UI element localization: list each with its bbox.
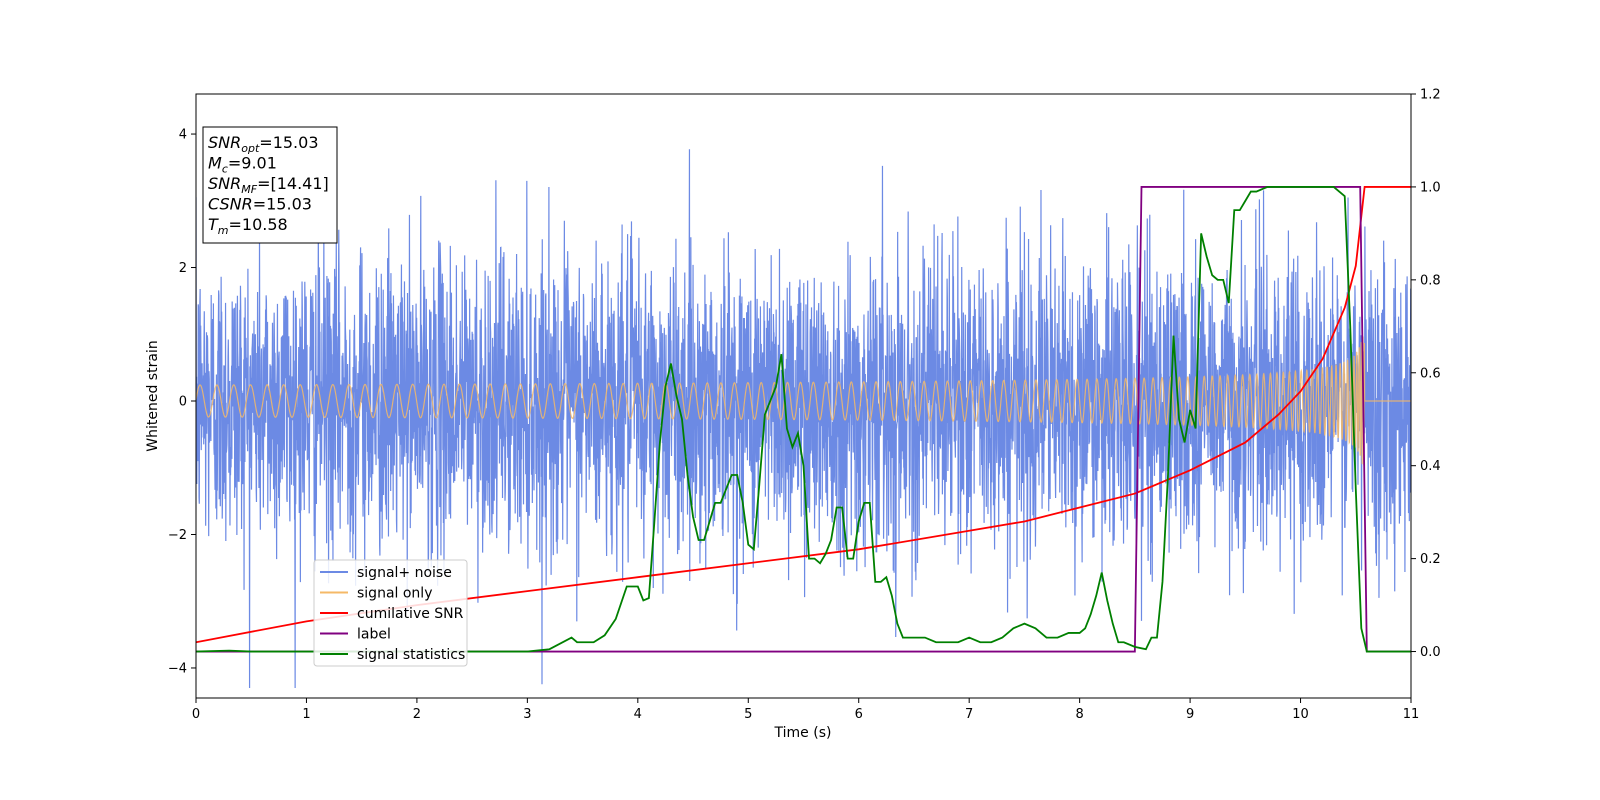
- y-tick-label-right: 0.6: [1420, 366, 1441, 381]
- x-tick-label: 6: [855, 707, 863, 722]
- plot-frame: [195, 93, 1412, 699]
- legend-frame: [313, 559, 468, 667]
- info-box-frame: [202, 126, 338, 244]
- info-line: SNRMF=[14.41]: [208, 174, 329, 196]
- x-tick-label: 3: [523, 707, 531, 722]
- info-box: SNRopt=15.03Mc=9.01SNRMF=[14.41]CSNR=15.…: [202, 126, 338, 244]
- y-tick-label-right: 1.2: [1420, 88, 1441, 103]
- y-tick-label-right: 0.4: [1420, 459, 1441, 474]
- y-tick-label-right: 0.8: [1420, 273, 1441, 288]
- y-tick-label-left: 4: [179, 128, 187, 143]
- x-tick-label: 1: [302, 707, 310, 722]
- x-tick-label: 7: [965, 707, 973, 722]
- x-tick-label: 10: [1292, 707, 1309, 722]
- y-tick-label-left: −4: [168, 661, 187, 676]
- legend-entry: signal+ noise: [357, 565, 452, 581]
- legend-entry: signal only: [357, 586, 432, 602]
- y-tick-label-right: 0.2: [1420, 552, 1441, 567]
- legend: signal+ noise signal only cumilative SNR la…: [313, 559, 468, 667]
- legend-entry: signal statistics: [357, 647, 465, 663]
- series-signal-statistics: [196, 186, 1411, 653]
- info-line: Mc=9.01: [208, 154, 277, 176]
- info-line: Tm=10.58: [208, 215, 288, 237]
- legend-entry: cumilative SNR: [357, 606, 464, 622]
- x-tick-label: 9: [1186, 707, 1194, 722]
- x-tick-label: 8: [1075, 707, 1083, 722]
- y-tick-label-left: 0: [179, 395, 187, 410]
- y-axis-label: Whitened strain: [145, 340, 161, 451]
- y-tick-label-right: 0.0: [1420, 645, 1441, 660]
- series-cumulative-snr: [196, 186, 1411, 644]
- legend-entry: label: [357, 627, 391, 643]
- y-tick-label-right: 1.0: [1420, 180, 1441, 195]
- y-tick-label-left: −2: [168, 528, 187, 543]
- x-tick-label: 11: [1403, 707, 1420, 722]
- x-tick-label: 0: [192, 707, 200, 722]
- x-axis-label: Time (s): [774, 725, 832, 741]
- y-tick-label-left: 2: [179, 261, 187, 276]
- x-tick-label: 5: [744, 707, 752, 722]
- axes-layer: 0 1 2 3 4 5 6 7 8 9 10 11 4 2 0 −2 −4 1.2 1.0 0.8 0.6 0.4 0.2 0…: [168, 88, 1441, 723]
- info-line: CSNR=15.03: [208, 195, 312, 214]
- series-signal-only: [196, 336, 1411, 466]
- series-layer: [196, 149, 1411, 688]
- x-tick-label: 4: [634, 707, 642, 722]
- info-line: SNRopt=15.03: [208, 133, 319, 155]
- x-tick-label: 2: [413, 707, 421, 722]
